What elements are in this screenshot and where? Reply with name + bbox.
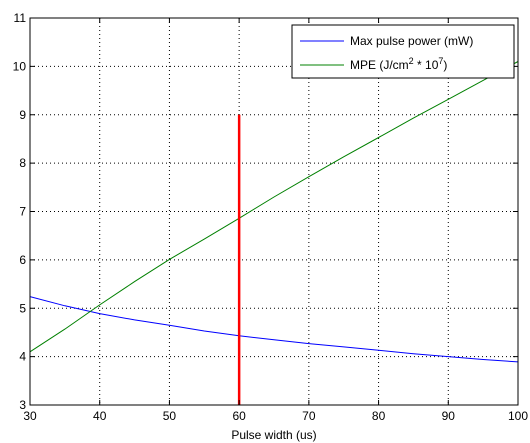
legend-box bbox=[291, 24, 515, 79]
y-tick-label: 5 bbox=[19, 301, 26, 315]
ticks bbox=[29, 17, 519, 406]
y-tick-label: 7 bbox=[19, 205, 26, 219]
legend-label-0: Max pulse power (mW) bbox=[350, 34, 473, 48]
y-tick-label: 4 bbox=[19, 350, 26, 364]
y-tick-label: 9 bbox=[19, 108, 26, 122]
x-tick-label: 70 bbox=[302, 409, 316, 423]
x-tick-label: 40 bbox=[93, 409, 107, 423]
tick-labels: 30 40 50 60 70 80 90 100 3 4 5 6 7 8 9 10 11 bbox=[13, 11, 529, 423]
y-tick-label: 10 bbox=[13, 59, 27, 73]
x-tick-label: 100 bbox=[508, 409, 528, 423]
y-tick-label: 3 bbox=[19, 398, 26, 412]
x-tick-label: 60 bbox=[232, 409, 246, 423]
x-axis-title: Pulse width (us) bbox=[231, 428, 316, 442]
y-tick-label: 6 bbox=[19, 253, 26, 267]
x-tick-label: 50 bbox=[163, 409, 177, 423]
y-tick-label: 8 bbox=[19, 156, 26, 170]
series-layer bbox=[29, 61, 519, 363]
grid bbox=[30, 18, 518, 405]
x-tick-label: 30 bbox=[23, 409, 37, 423]
y-tick-label: 11 bbox=[14, 11, 27, 25]
legend: Max pulse power (mW) MPE (J/cm2 * 107) bbox=[291, 24, 515, 79]
x-tick-label: 80 bbox=[372, 409, 386, 423]
series-line-0 bbox=[29, 296, 519, 363]
x-tick-label: 90 bbox=[442, 409, 456, 423]
series-line-1 bbox=[29, 61, 519, 353]
legend-label-1: MPE (J/cm2 * 107) bbox=[350, 56, 447, 72]
